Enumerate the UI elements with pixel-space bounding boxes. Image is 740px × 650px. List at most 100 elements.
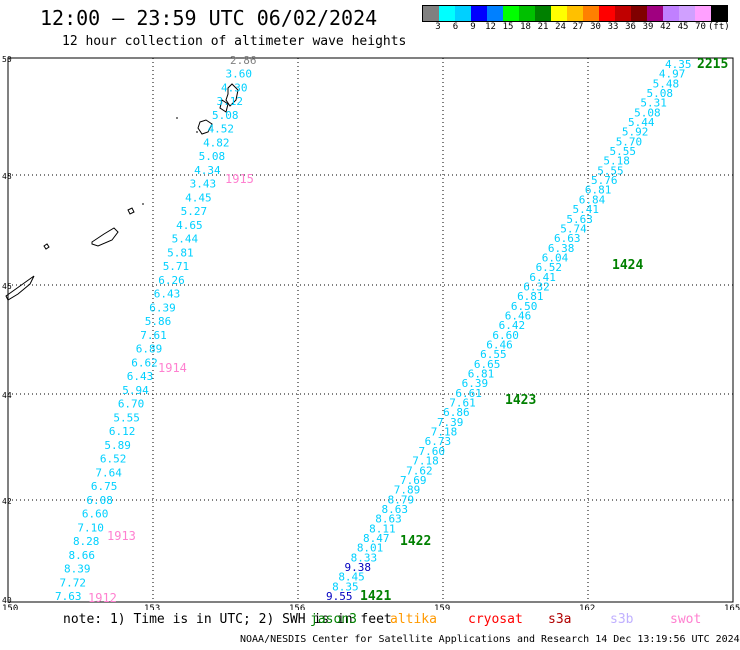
wave-height-label: 5.44 <box>172 233 199 246</box>
wave-height-label: 6.81 <box>585 184 612 197</box>
wave-height-label: 8.33 <box>351 551 378 564</box>
wave-height-label: 5.08 <box>647 87 674 100</box>
time-label: 1424 <box>612 258 643 273</box>
wave-height-label: 2.86 <box>230 54 257 67</box>
scale-label: 36 <box>625 22 636 32</box>
wave-height-label: 7.60 <box>418 445 445 458</box>
satellite-s3a: s3a <box>548 612 572 627</box>
wave-height-label: 5.74 <box>560 222 587 235</box>
wave-height-label: 3.12 <box>217 95 244 108</box>
wave-height-label: 6.39 <box>462 377 489 390</box>
wave-height-label: 8.35 <box>332 580 359 593</box>
scale-swatch <box>455 6 471 21</box>
wave-height-label: 6.38 <box>548 242 575 255</box>
wave-height-label: 6.32 <box>523 280 550 293</box>
wave-height-label: 7.10 <box>77 521 104 534</box>
satellite-swot: swot <box>670 612 702 627</box>
wave-height-label: 6.43 <box>127 370 153 383</box>
x-tick-label: 156 <box>289 604 305 610</box>
wave-height-label: 6.61 <box>455 387 482 400</box>
wave-height-label: 5.71 <box>163 260 190 273</box>
scale-label: 24 <box>555 22 566 32</box>
time-label: 1423 <box>505 393 536 408</box>
wave-height-label: 5.08 <box>634 106 661 119</box>
island-chain-4 <box>91 227 119 247</box>
scale-swatch <box>695 6 711 21</box>
wave-height-label: 4.35 <box>665 58 692 71</box>
wave-height-label: 4.97 <box>659 68 686 81</box>
wave-height-label: 5.55 <box>113 411 140 424</box>
credit-line: NOAA/NESDIS Center for Satellite Applica… <box>240 634 740 645</box>
scale-swatch <box>711 6 727 21</box>
wave-height-label: 3.60 <box>226 68 253 81</box>
wave-height-label: 8.01 <box>357 542 384 555</box>
time-label: 1421 <box>360 589 391 604</box>
wave-height-label: 8.66 <box>68 549 95 562</box>
y-tick-label: 50 <box>2 55 12 64</box>
lat-lon-grid <box>7 57 734 603</box>
wave-height-label: 9.55 <box>326 590 353 603</box>
wave-height-label: 4.30 <box>221 81 248 94</box>
scale-swatch <box>663 6 679 21</box>
wave-height-label: 7.18 <box>431 426 458 439</box>
wave-height-label: 8.63 <box>375 513 402 526</box>
scale-swatch <box>679 6 695 21</box>
scale-swatch <box>583 6 599 21</box>
wave-height-label: 5.44 <box>628 116 655 129</box>
wave-height-label: 5.86 <box>145 315 172 328</box>
wave-height-label: 6.39 <box>149 301 176 314</box>
map-subtitle: 12 hour collection of altimeter wave hei… <box>62 34 407 49</box>
wave-height-label: 6.04 <box>542 251 569 264</box>
wave-height-label: 5.08 <box>199 150 226 163</box>
map-border <box>7 57 734 603</box>
wave-height-label: 4.34 <box>194 164 221 177</box>
wave-height-label: 7.89 <box>394 484 421 497</box>
wave-height-label: 6.81 <box>517 290 544 303</box>
wave-height-label: 5.55 <box>597 164 624 177</box>
x-tick-label: 159 <box>434 604 450 610</box>
color-scale-labels: 3 6 9 12 15 18 21 24 27 30 33 36 39 42 45 70 (ft) <box>422 22 740 34</box>
satellite-cryosat: cryosat <box>468 612 523 627</box>
wave-height-label: 5.81 <box>167 246 194 259</box>
time-label: 1915 <box>225 172 254 186</box>
scale-label: 39 <box>642 22 654 32</box>
wave-height-label: 6.65 <box>474 358 501 371</box>
satellite-altika: altika <box>390 612 437 627</box>
x-tick-label: 153 <box>144 604 160 610</box>
wave-height-label: 6.08 <box>86 494 113 507</box>
scale-swatch <box>519 6 535 21</box>
wave-height-label: 6.52 <box>100 453 127 466</box>
wave-height-label: 4.82 <box>203 136 230 149</box>
satellite-jason3: jason3 <box>310 612 357 627</box>
wave-height-label: 7.63 <box>55 590 82 603</box>
wave-height-label: 8.39 <box>64 563 91 576</box>
wave-height-label: 6.43 <box>154 288 181 301</box>
wave-height-color-scale <box>422 5 728 22</box>
island-chain-1 <box>219 99 229 113</box>
wave-height-label: 6.84 <box>579 193 606 206</box>
wave-height-label: 5.92 <box>622 126 649 139</box>
wave-height-label: 6.42 <box>499 319 525 332</box>
scale-label: 45 <box>677 22 689 32</box>
wave-height-label: 8.47 <box>363 532 390 545</box>
altimeter-track-right: 9.558.358.459.388.338.018.478.118.638.63… <box>326 57 728 604</box>
y-tick-label: 48 <box>2 172 12 181</box>
scale-label: 6 <box>452 22 459 32</box>
wave-height-label: 8.28 <box>73 535 100 548</box>
time-label: 1912 <box>88 591 117 605</box>
wave-height-label: 6.52 <box>536 261 563 274</box>
wave-height-label: 5.18 <box>603 155 630 168</box>
wave-height-label: 8.79 <box>388 493 415 506</box>
wave-height-label: 8.45 <box>338 571 365 584</box>
wave-height-label: 6.73 <box>425 435 452 448</box>
altimeter-track-left: 2.863.604.303.125.084.524.825.084.343.43… <box>55 54 257 605</box>
scale-swatch <box>423 6 439 21</box>
wave-height-label: 4.45 <box>185 191 212 204</box>
wave-height-label: 5.48 <box>653 77 680 90</box>
time-label: 2215 <box>697 57 728 72</box>
wave-height-label: 5.55 <box>610 145 637 158</box>
island-chain-5 <box>43 243 50 250</box>
scale-swatch <box>615 6 631 21</box>
wave-height-label: 6.46 <box>505 309 532 322</box>
wave-height-label: 5.27 <box>181 205 208 218</box>
